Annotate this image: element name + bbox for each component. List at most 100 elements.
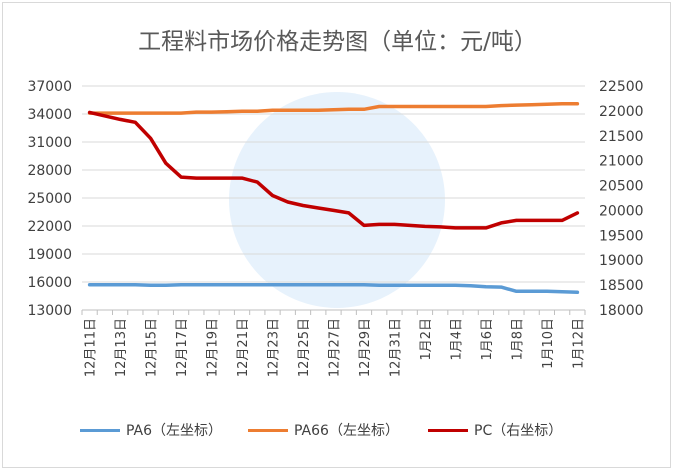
legend-item-pa6: PA6（左坐标） — [80, 420, 222, 440]
data-point-pa66 — [560, 102, 564, 105]
legend-label-pc: PC（右坐标） — [474, 423, 563, 439]
watermark-circle — [229, 92, 445, 308]
x-axis-tick-label: 12月19日 — [206, 318, 221, 377]
left-axis-tick-label: 31000 — [27, 135, 72, 151]
data-point-pa6 — [149, 284, 152, 287]
left-axis-tick-label: 34000 — [27, 107, 72, 123]
data-point-pa6 — [134, 283, 137, 286]
right-axis-tick-label: 19000 — [599, 253, 644, 269]
data-point-pc — [408, 224, 411, 227]
x-axis-tick-label: 1月6日 — [480, 318, 495, 361]
legend-label-pa6: PA6（左坐标） — [126, 423, 223, 439]
data-point-pa6 — [347, 283, 350, 286]
data-point-pa6 — [256, 283, 259, 286]
legend-label-pa66: PA66（左坐标） — [294, 423, 399, 439]
data-point-pa6 — [195, 283, 198, 286]
data-point-pa6 — [576, 291, 579, 294]
legend-item-pc: PC（右坐标） — [428, 420, 562, 440]
data-point-pc — [225, 176, 229, 180]
chart-title: 工程料市场价格走势图（单位：元/吨） — [138, 29, 537, 55]
left-axis-tick-label: 25000 — [27, 191, 72, 207]
data-point-pc — [576, 211, 579, 215]
x-axis-tick-label: 1月2日 — [419, 318, 434, 361]
data-point-pa66 — [118, 111, 122, 115]
data-point-pc — [301, 204, 305, 207]
x-axis-tick-label: 12月15日 — [145, 318, 160, 377]
data-point-pc — [362, 224, 366, 227]
data-point-pa6 — [240, 283, 244, 286]
legend-item-pa66: PA66（左坐标） — [248, 420, 399, 440]
left-axis-tick-label: 16000 — [27, 275, 72, 291]
data-point-pa6 — [164, 284, 168, 287]
data-point-pa66 — [225, 110, 229, 113]
data-point-pa6 — [484, 285, 488, 288]
x-axis-tick-label: 12月21日 — [236, 318, 251, 377]
x-axis-tick-label: 12月27日 — [328, 318, 343, 377]
x-axis-tick-label: 12月17日 — [175, 318, 190, 377]
right-axis-tick-label: 20000 — [599, 203, 644, 219]
data-point-pc — [347, 211, 350, 215]
data-point-pa66 — [454, 105, 457, 108]
right-axis-tick-label: 18500 — [599, 278, 644, 294]
legend-swatch-pa6 — [80, 428, 120, 432]
data-point-pc — [454, 226, 457, 230]
data-point-pc — [469, 226, 472, 230]
data-point-pc — [164, 161, 168, 165]
data-point-pa6 — [301, 283, 305, 286]
data-point-pc — [378, 223, 381, 226]
data-point-pc — [134, 121, 137, 124]
data-point-pc — [499, 221, 503, 225]
data-point-pa6 — [286, 283, 289, 286]
data-point-pc — [438, 225, 442, 229]
data-point-pa6 — [103, 283, 107, 286]
data-point-pa66 — [195, 110, 198, 114]
data-point-pa66 — [499, 104, 503, 107]
data-point-pc — [256, 180, 259, 184]
data-point-pa66 — [301, 109, 305, 112]
data-point-pa66 — [149, 111, 152, 115]
data-point-pa66 — [362, 108, 366, 111]
data-point-pa66 — [469, 105, 472, 108]
data-point-pa6 — [317, 283, 320, 286]
data-point-pa66 — [347, 108, 350, 111]
right-axis-tick-label: 22500 — [599, 79, 644, 95]
data-point-pa66 — [271, 109, 274, 112]
data-point-pa66 — [332, 108, 335, 112]
data-point-pa66 — [240, 110, 244, 113]
data-point-pc — [210, 176, 213, 180]
data-point-pc — [545, 219, 549, 222]
data-point-pa6 — [88, 283, 91, 286]
data-point-pa66 — [164, 111, 168, 115]
data-point-pa6 — [332, 283, 335, 286]
x-axis-tick-label: 12月23日 — [267, 318, 282, 377]
x-axis-tick-label: 12月25日 — [297, 318, 312, 377]
x-axis-tick-label: 1月10日 — [541, 318, 556, 369]
data-point-pc — [271, 194, 274, 197]
data-point-pa6 — [378, 284, 381, 287]
data-point-pa66 — [438, 105, 442, 108]
data-point-pa66 — [317, 109, 320, 112]
data-point-pa6 — [393, 284, 396, 287]
data-point-pa66 — [210, 110, 213, 114]
data-point-pa6 — [118, 283, 122, 286]
chart-legend: PA6（左坐标） PA66（左坐标） PC（右坐标） — [0, 420, 675, 442]
left-axis-tick-label: 13000 — [27, 303, 72, 319]
data-point-pc — [286, 200, 289, 204]
data-point-pa6 — [408, 284, 411, 287]
right-axis-tick-label: 18000 — [599, 303, 644, 319]
data-point-pc — [103, 114, 107, 118]
data-point-pa66 — [515, 103, 518, 107]
data-point-pa66 — [393, 105, 396, 108]
data-point-pa6 — [499, 285, 503, 289]
data-point-pa6 — [225, 283, 229, 286]
data-point-pc — [195, 176, 198, 180]
right-axis-tick-label: 20500 — [599, 179, 644, 195]
data-point-pa6 — [530, 290, 533, 293]
data-point-pa66 — [408, 105, 411, 108]
data-point-pa66 — [103, 111, 107, 115]
data-point-pa66 — [256, 110, 259, 113]
x-axis-tick-label: 1月8日 — [510, 318, 525, 361]
data-point-pa66 — [484, 105, 488, 108]
x-axis-tick-label: 12月31日 — [388, 318, 403, 377]
